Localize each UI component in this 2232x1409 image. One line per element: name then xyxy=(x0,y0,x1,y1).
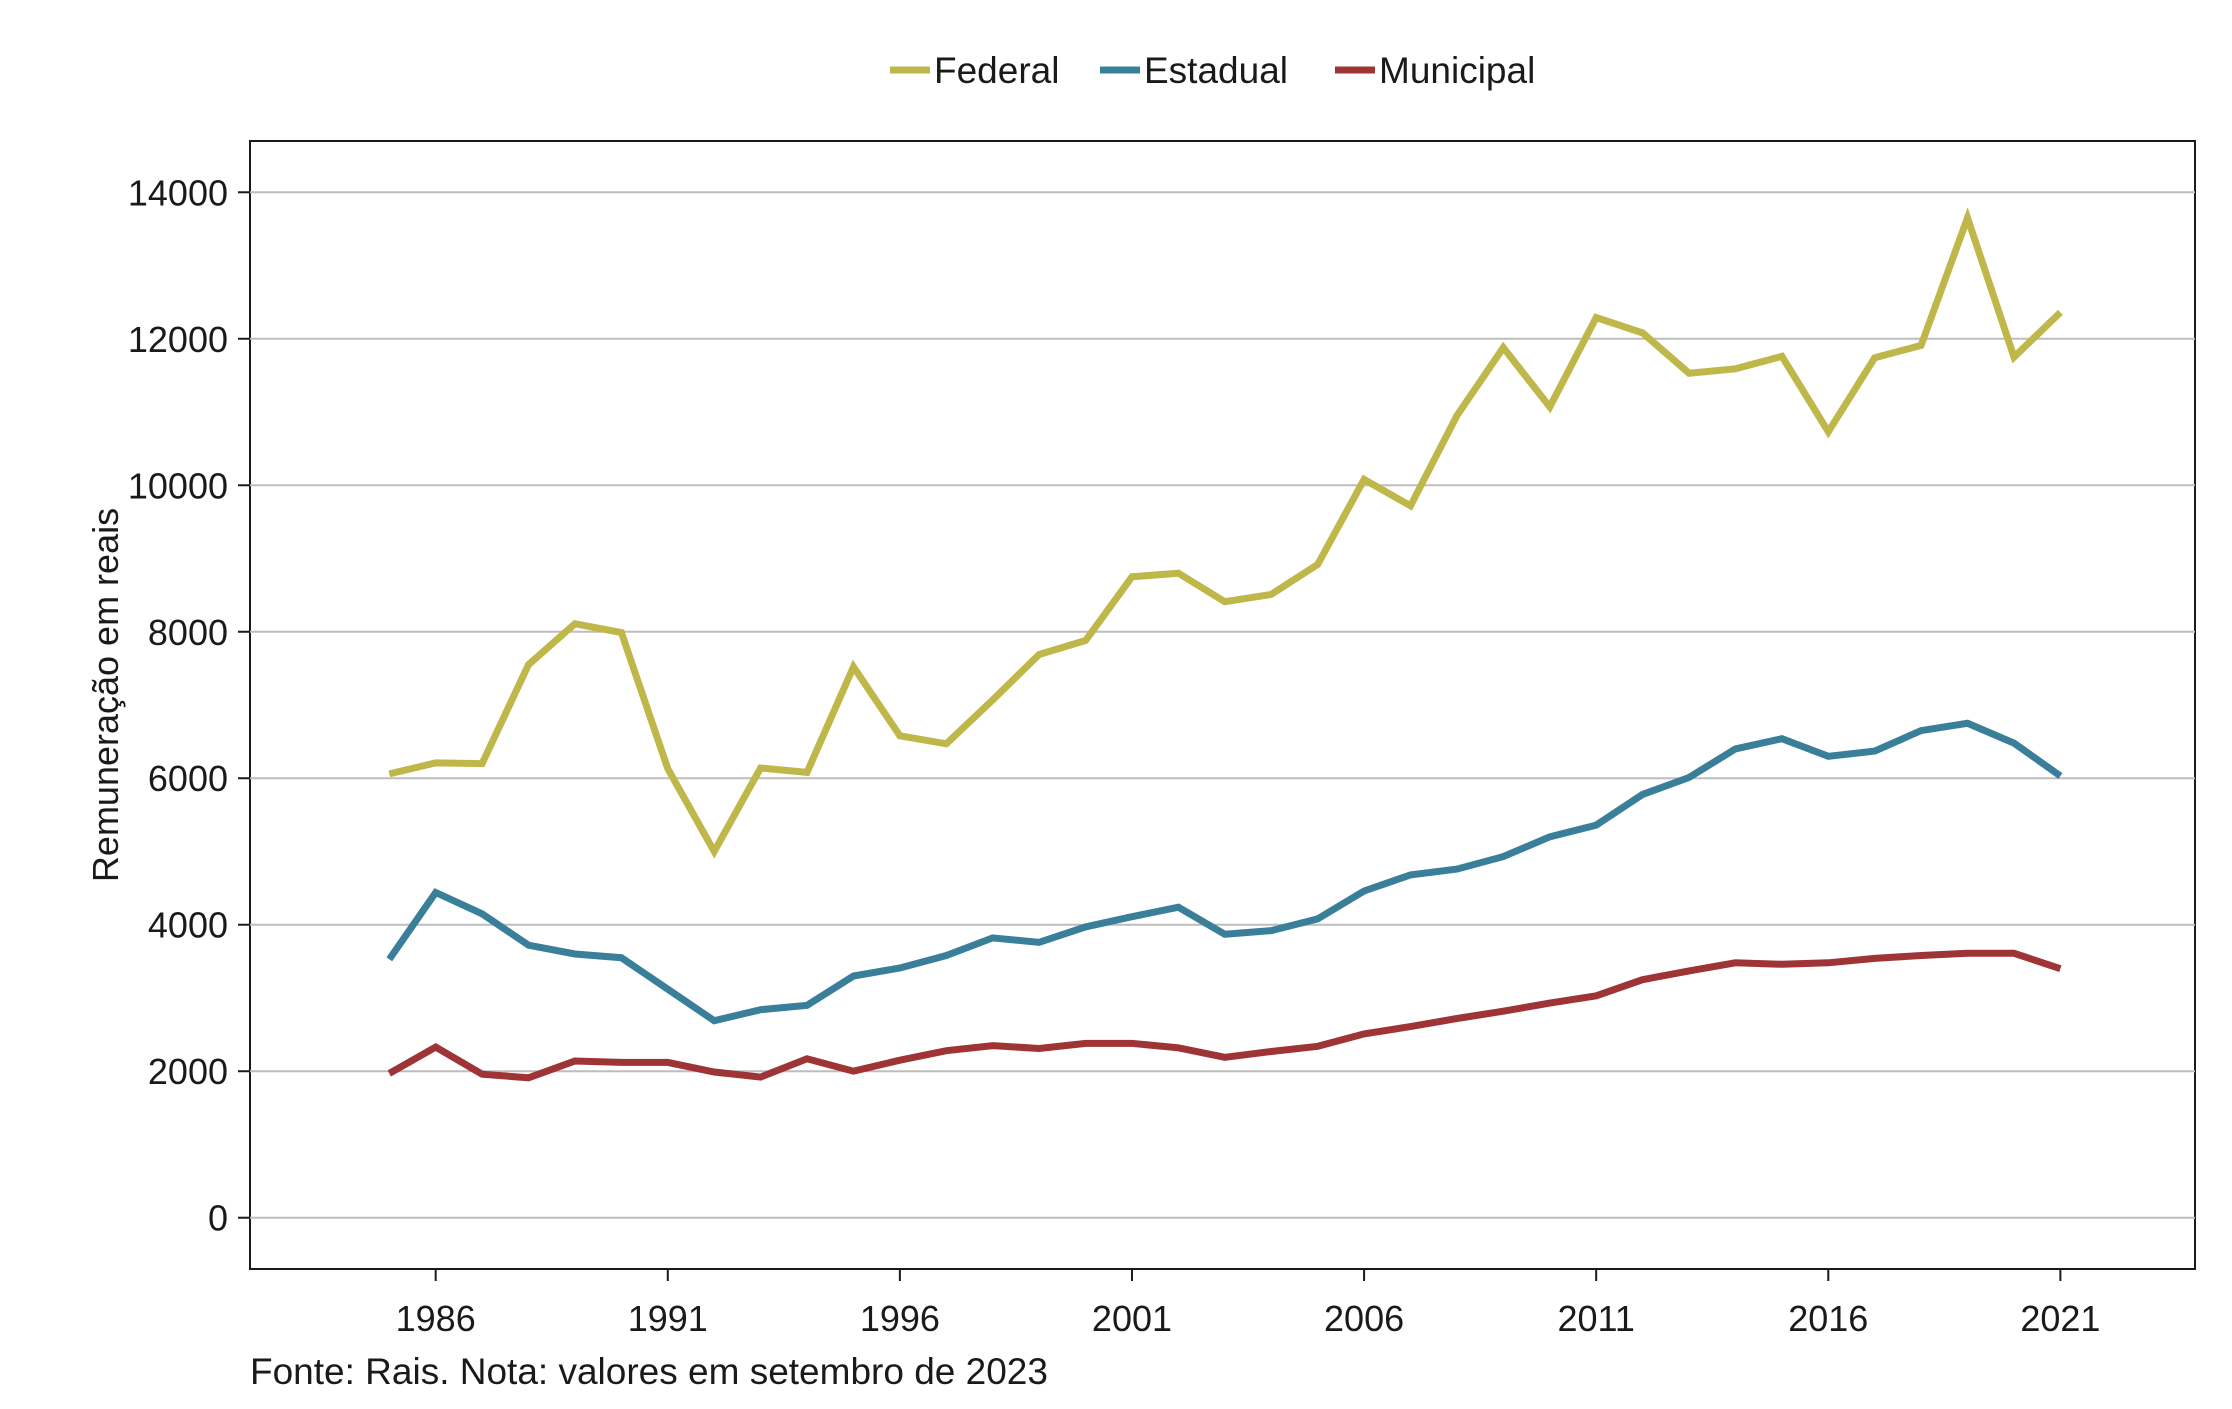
series-line-federal xyxy=(388,207,2063,859)
y-tick-label: 0 xyxy=(208,1198,228,1239)
series-line-municipal xyxy=(387,949,2062,1082)
x-axis: 1986 1991 1996 2001 2006 2011 2016 2021 xyxy=(396,1269,2100,1339)
x-tick-label: 1996 xyxy=(860,1298,940,1339)
y-axis: 0 2000 4000 6000 8000 10000 12000 14000 xyxy=(128,172,250,1239)
y-tick-label: 6000 xyxy=(148,758,228,799)
legend: Federal Estadual Municipal xyxy=(890,50,1535,91)
source-note: Fonte: Rais. Nota: valores em setembro d… xyxy=(250,1351,1048,1392)
x-tick-label: 2016 xyxy=(1788,1298,1868,1339)
y-tick-label: 2000 xyxy=(148,1051,228,1092)
x-tick-label: 2001 xyxy=(1092,1298,1172,1339)
y-tick-label: 10000 xyxy=(128,465,228,506)
x-tick-label: 2011 xyxy=(1557,1298,1634,1339)
gridlines xyxy=(250,191,2195,1219)
y-tick-label: 8000 xyxy=(148,612,228,653)
y-tick-label: 14000 xyxy=(128,172,228,213)
y-tick-label: 4000 xyxy=(148,905,228,946)
x-tick-label: 2006 xyxy=(1324,1298,1404,1339)
legend-label-federal: Federal xyxy=(934,50,1059,91)
series-line-estadual xyxy=(386,719,2063,1025)
legend-label-municipal: Municipal xyxy=(1379,50,1535,91)
y-axis-label: Remuneração em reais xyxy=(85,508,126,882)
x-tick-label: 1991 xyxy=(628,1298,708,1339)
legend-label-estadual: Estadual xyxy=(1144,50,1288,91)
x-tick-label: 2021 xyxy=(2020,1298,2100,1339)
series-lines xyxy=(386,207,2063,1082)
y-tick-label: 12000 xyxy=(128,319,228,360)
x-tick-label: 1986 xyxy=(396,1298,476,1339)
plot-area xyxy=(249,140,2196,1270)
